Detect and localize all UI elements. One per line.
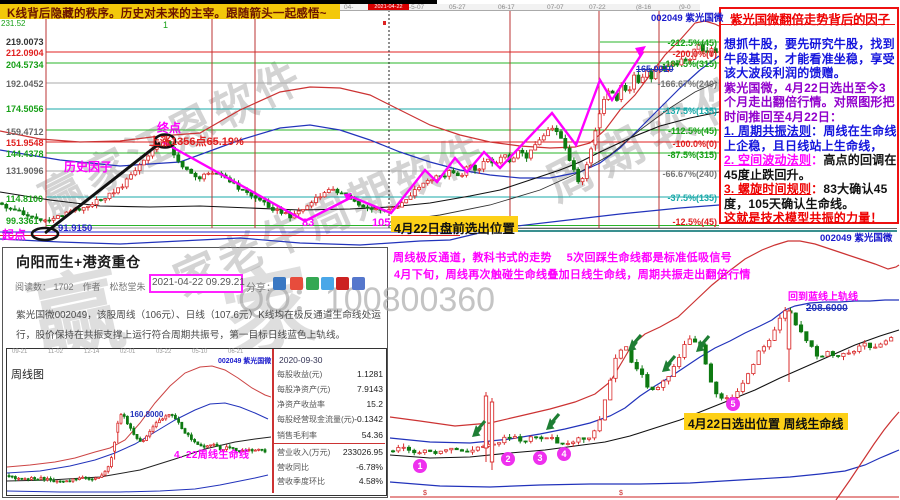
svg-text:1: 1	[417, 461, 422, 471]
svg-text:4: 4	[561, 449, 566, 459]
svg-text:$: $	[619, 490, 623, 497]
svg-text:2: 2	[505, 454, 510, 464]
svg-text:3: 3	[537, 453, 542, 463]
svg-text:$: $	[423, 490, 427, 497]
svg-text:5: 5	[730, 399, 735, 409]
